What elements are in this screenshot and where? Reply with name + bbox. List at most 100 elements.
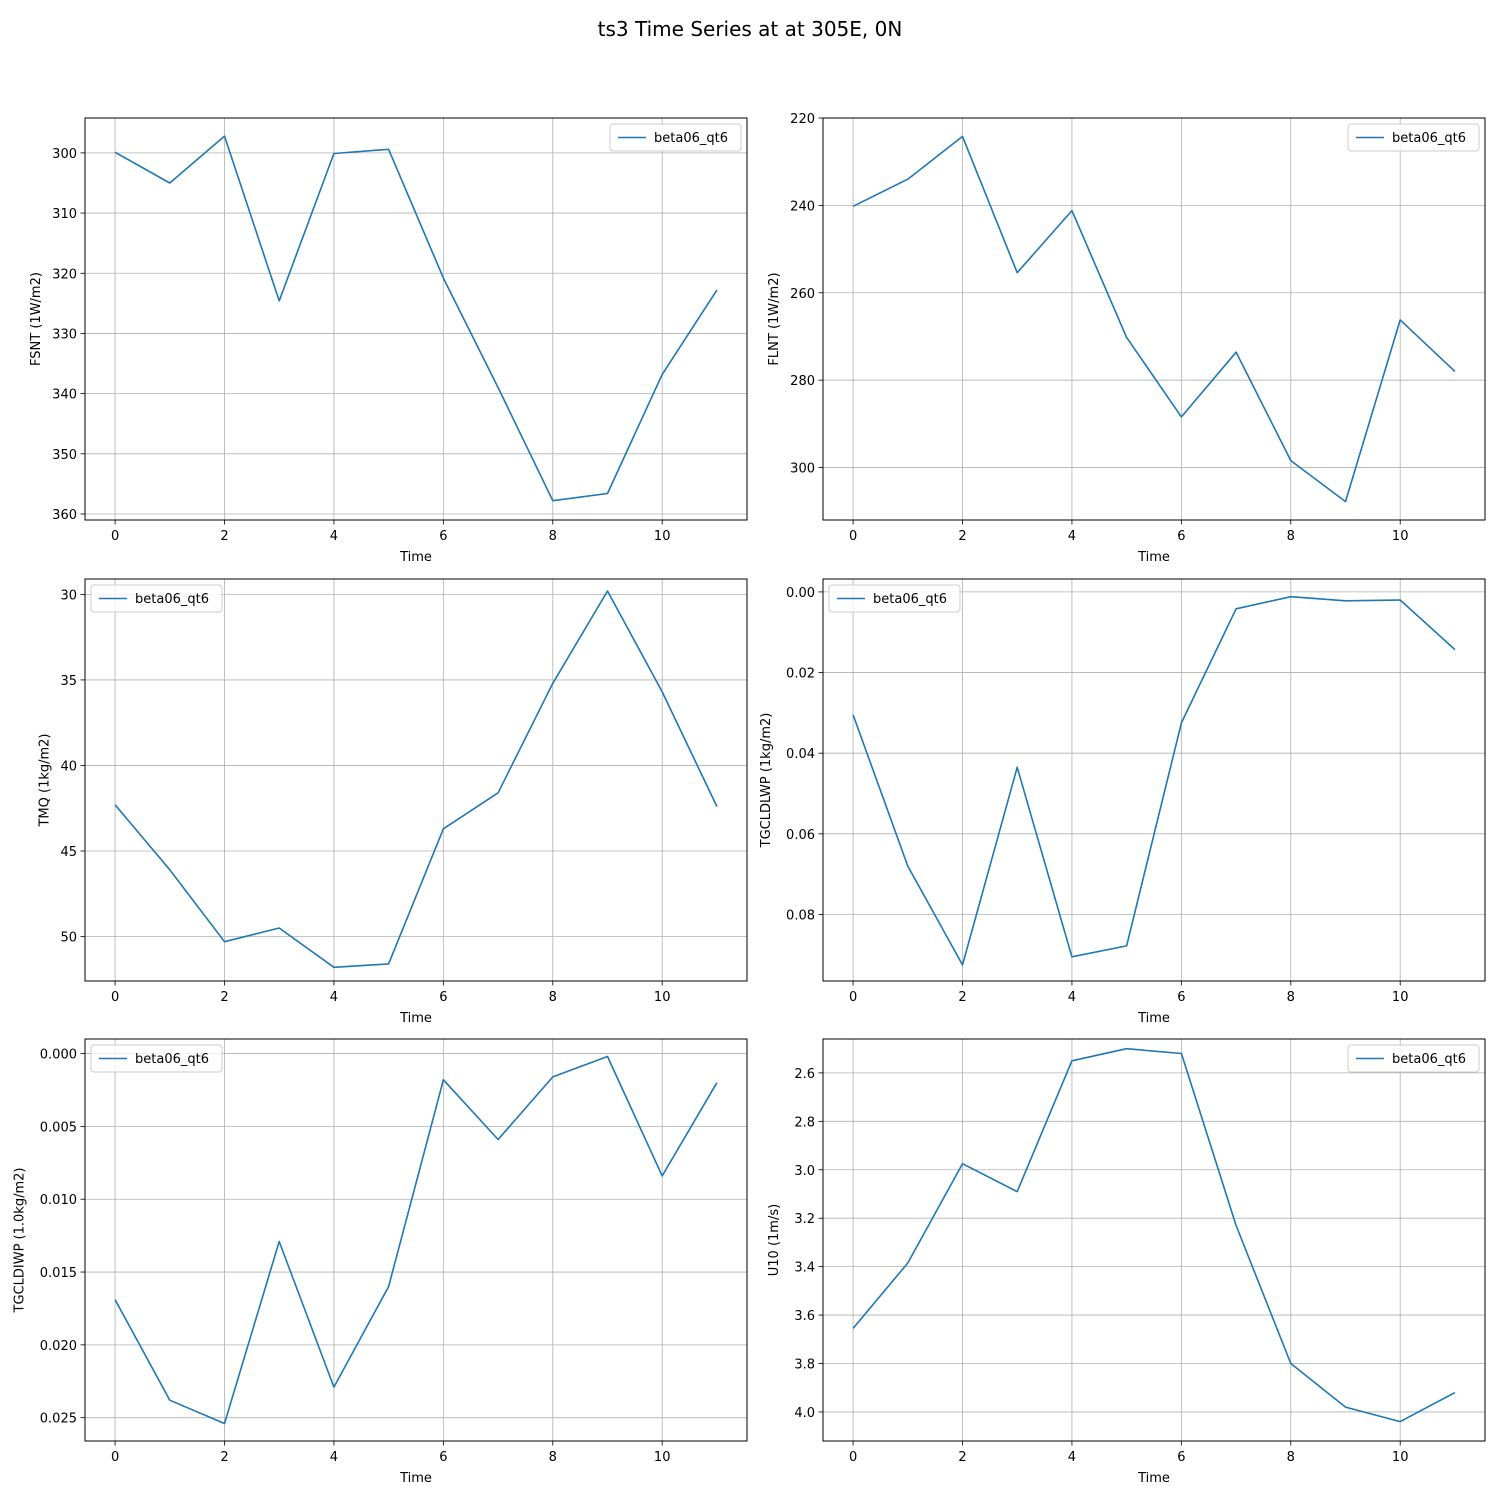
y-tick-label: 40	[60, 759, 77, 774]
x-tick-label: 2	[220, 529, 228, 544]
x-tick-label: 2	[958, 1450, 966, 1465]
y-tick-label: 300	[52, 147, 77, 162]
axes-frame	[822, 578, 1486, 982]
axes-frame	[822, 1038, 1486, 1442]
legend-label: beta06_qt6	[873, 592, 947, 607]
legend-label: beta06_qt6	[1392, 131, 1466, 146]
legend: beta06_qt6	[90, 584, 223, 613]
legend-label: beta06_qt6	[135, 1052, 209, 1067]
y-tick-label: 2.6	[794, 1067, 815, 1082]
y-tick-label: 350	[52, 448, 77, 463]
y-tick-label: 280	[790, 374, 815, 389]
x-tick-label: 10	[1392, 529, 1409, 544]
y-tick-label: 340	[52, 388, 77, 403]
legend-box	[828, 584, 961, 613]
y-tick-label: 4.0	[794, 1406, 815, 1421]
y-axis-label: U10 (1m/s)	[767, 1204, 782, 1276]
y-axis-label: TMQ (1kg/m2)	[37, 733, 52, 827]
y-tick-label: 220	[790, 112, 815, 127]
legend: beta06_qt6	[609, 123, 742, 152]
legend-box	[90, 584, 223, 613]
y-tick-label: 3.2	[794, 1212, 815, 1227]
x-tick-label: 8	[1287, 990, 1295, 1005]
y-tick-label: 3.8	[794, 1358, 815, 1373]
x-tick-label: 6	[439, 529, 447, 544]
x-axis-label: Time	[1137, 1011, 1170, 1026]
x-tick-label: 8	[549, 990, 557, 1005]
series-line-beta06_qt6	[114, 590, 718, 969]
legend-box	[1347, 1044, 1480, 1073]
x-tick-label: 0	[111, 990, 119, 1005]
axes-frame	[84, 117, 748, 521]
x-tick-label: 4	[330, 529, 338, 544]
legend: beta06_qt6	[1347, 123, 1480, 152]
y-tick-label: 45	[60, 845, 77, 860]
grid-lines	[823, 579, 1485, 981]
y-tick-label: 30	[60, 588, 77, 603]
y-tick-label: 260	[790, 287, 815, 302]
subplot-4: 0 2 4 6 8 10 0.00 0.02 0.04 0.06 0.08 Time TGCLDLWP …	[759, 578, 1486, 1026]
legend-label: beta06_qt6	[1392, 1052, 1466, 1067]
legend-box	[609, 123, 742, 152]
legend: beta06_qt6	[90, 1044, 223, 1073]
series-line-beta06_qt6	[852, 595, 1456, 966]
x-axis-label: Time	[1137, 550, 1170, 565]
series-line-beta06_qt6	[852, 1047, 1456, 1423]
x-tick-label: 6	[1177, 1450, 1185, 1465]
subplot-2: 0 2 4 6 8 10 220 240 260 280 300 Time FLNT (1W/m2) be…	[767, 112, 1486, 565]
x-axis-label: Time	[399, 550, 432, 565]
y-tick-label: 0.005	[40, 1120, 77, 1135]
axes-frame	[84, 578, 748, 982]
subplot-6: 0 2 4 6 8 10 2.6 2.8 3.0 3.2 3.4 3.6 3.8 4.0 Time U10 (…	[767, 1038, 1486, 1486]
x-tick-label: 0	[111, 1450, 119, 1465]
axes-frame	[84, 1038, 748, 1442]
x-tick-label: 8	[1287, 529, 1295, 544]
y-tick-label: 240	[790, 199, 815, 214]
y-axis-label: FLNT (1W/m2)	[767, 272, 782, 365]
x-tick-label: 0	[849, 990, 857, 1005]
legend-label: beta06_qt6	[654, 131, 728, 146]
y-tick-label: 0.00	[786, 586, 815, 601]
y-tick-label: 0.000	[40, 1048, 77, 1063]
y-tick-label: 310	[52, 207, 77, 222]
y-tick-label: 50	[60, 931, 77, 946]
x-tick-label: 6	[1177, 990, 1185, 1005]
y-tick-label: 3.4	[794, 1261, 815, 1276]
x-axis-label: Time	[399, 1471, 432, 1486]
y-tick-label: 0.02	[786, 667, 815, 682]
y-axis-label: TGCLDLWP (1kg/m2)	[759, 713, 774, 849]
legend-label: beta06_qt6	[135, 592, 209, 607]
x-tick-label: 0	[849, 1450, 857, 1465]
grid-lines	[823, 1039, 1485, 1441]
legend: beta06_qt6	[828, 584, 961, 613]
x-tick-label: 6	[439, 1450, 447, 1465]
x-axis-label: Time	[1137, 1471, 1170, 1486]
x-tick-label: 8	[549, 1450, 557, 1465]
x-tick-label: 4	[330, 1450, 338, 1465]
series-line-beta06_qt6	[114, 1055, 718, 1425]
x-axis-label: Time	[399, 1011, 432, 1026]
x-tick-label: 8	[549, 529, 557, 544]
subplot-1: 0 2 4 6 8 10 300 310 320 330 340 350 360 Time FSNT (1W…	[29, 117, 748, 565]
y-tick-label: 3.6	[794, 1309, 815, 1324]
y-tick-label: 0.010	[40, 1193, 77, 1208]
y-tick-label: 35	[60, 674, 77, 689]
subplot-5: 0 2 4 6 8 10 0.000 0.005 0.010 0.015 0.020 0.025 Tim…	[13, 1038, 748, 1486]
x-tick-label: 6	[439, 990, 447, 1005]
y-tick-label: 300	[790, 462, 815, 477]
x-tick-label: 2	[958, 529, 966, 544]
x-tick-label: 4	[330, 990, 338, 1005]
x-tick-label: 10	[654, 529, 671, 544]
y-tick-label: 360	[52, 508, 77, 523]
series-line-beta06_qt6	[114, 135, 718, 502]
x-tick-label: 0	[111, 529, 119, 544]
x-tick-label: 10	[1392, 990, 1409, 1005]
y-tick-label: 0.020	[40, 1339, 77, 1354]
x-tick-label: 10	[654, 1450, 671, 1465]
x-tick-label: 4	[1068, 529, 1076, 544]
legend: beta06_qt6	[1347, 1044, 1480, 1073]
y-tick-label: 0.06	[786, 828, 815, 843]
series-line-beta06_qt6	[852, 135, 1456, 503]
